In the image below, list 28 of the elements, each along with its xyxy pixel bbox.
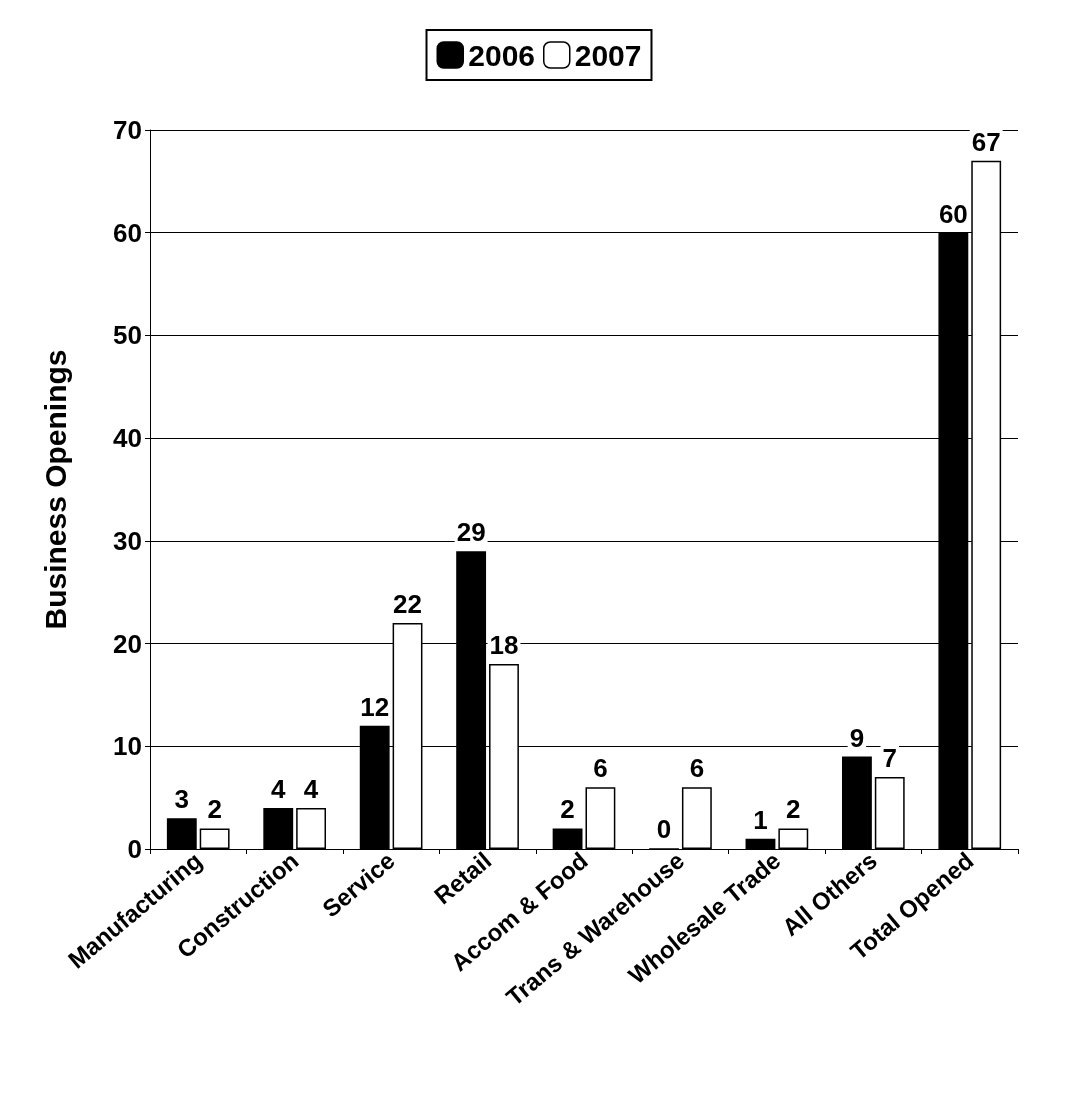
data-label: 3 — [174, 784, 190, 815]
data-label: 29 — [456, 517, 486, 548]
y-tick-label: 20 — [113, 628, 142, 659]
data-label: 4 — [303, 773, 319, 804]
y-tick-label: 70 — [113, 115, 142, 145]
data-label: 2 — [786, 794, 801, 825]
y-tick-label: 30 — [113, 525, 142, 556]
data-label: 2 — [560, 794, 575, 825]
y-tick-label: 10 — [113, 731, 142, 762]
y-tick-label: 40 — [113, 423, 142, 454]
data-label: 6 — [689, 753, 705, 784]
data-label: 1 — [753, 804, 768, 835]
legend-label: 2007 — [574, 38, 642, 72]
data-label: 67 — [971, 126, 1001, 157]
data-label: 0 — [656, 814, 672, 845]
legend-label: 2006 — [468, 38, 536, 72]
data-label: 4 — [271, 773, 287, 804]
data-label: 22 — [393, 589, 422, 620]
y-tick-label: 50 — [113, 320, 142, 351]
data-label: 9 — [849, 722, 865, 753]
data-label: 18 — [489, 630, 519, 661]
data-label: 12 — [360, 691, 390, 722]
data-label: 2 — [207, 794, 222, 825]
y-tick-label: 60 — [113, 217, 142, 248]
data-label: 6 — [593, 753, 608, 784]
data-label: 7 — [882, 743, 897, 774]
y-axis-title: Business Openings — [38, 349, 72, 630]
data-label: 60 — [938, 198, 968, 229]
